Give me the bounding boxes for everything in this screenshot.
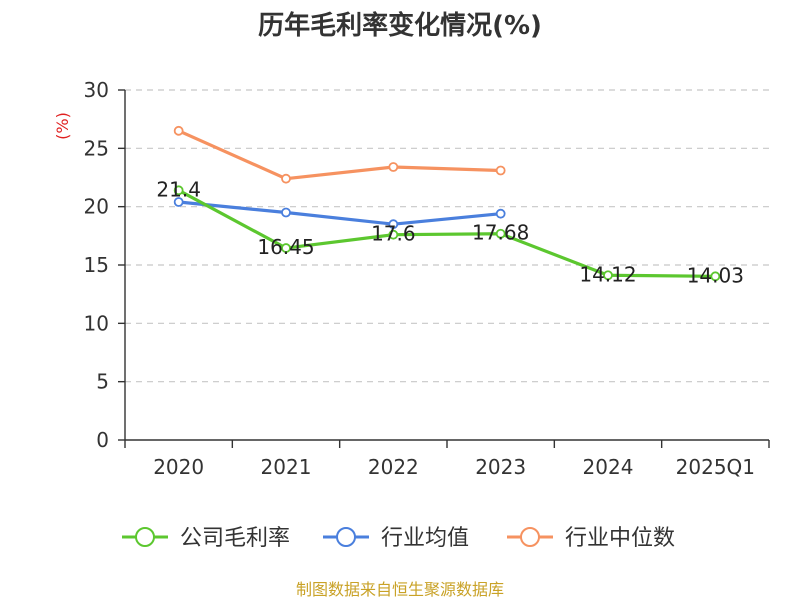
data-label: 17.68	[472, 221, 529, 245]
data-point	[173, 125, 184, 136]
data-point	[281, 243, 291, 253]
x-tick-label: 2023	[475, 455, 526, 479]
legend-marker-2	[336, 527, 356, 547]
data-point	[495, 165, 506, 176]
data-point	[281, 207, 291, 218]
data-label: 14.03	[687, 263, 744, 287]
y-tick-label: 0	[96, 428, 109, 452]
series-line-3	[177, 129, 503, 181]
data-point	[173, 185, 184, 196]
series-line-1	[177, 188, 717, 278]
data-label: 17.6	[371, 222, 416, 246]
x-tick-label: 2021	[261, 455, 312, 479]
data-labels: 21.4 16.45 17.6 17.68 14.12 14.03	[156, 177, 744, 287]
series-lines	[173, 125, 721, 282]
legend-label-2: 行业均值	[381, 526, 469, 551]
legend-label-3: 行业中位数	[565, 526, 675, 551]
x-tick-label: 2024	[583, 455, 634, 479]
y-tick-label: 20	[84, 195, 109, 219]
y-tick-label: 5	[96, 370, 109, 394]
x-tick-label: 2020	[153, 455, 204, 479]
data-point	[603, 270, 613, 281]
x-tick-label: 2025Q1	[676, 455, 755, 479]
data-point	[281, 173, 291, 184]
source-note: 制图数据来自恒生聚源数据库	[296, 580, 504, 599]
data-point	[388, 219, 399, 230]
y-tick-label: 25	[84, 136, 109, 160]
legend: 公司毛利率 行业均值 行业中位数	[122, 526, 675, 551]
y-axis-unit-label: (%)	[53, 112, 72, 140]
data-label: 14.12	[579, 262, 636, 286]
y-tick-label: 15	[84, 253, 109, 277]
legend-marker-3	[520, 527, 540, 547]
data-point	[173, 197, 184, 207]
data-point	[710, 271, 721, 282]
chart-title: 历年毛利率变化情况(%)	[258, 10, 542, 41]
data-point	[388, 162, 399, 172]
y-tick-label: 10	[84, 311, 109, 335]
gridlines	[125, 89, 769, 383]
x-tick-label: 2022	[368, 455, 419, 479]
axes: 0 5 10 15 20 25 30 2020 2021 2022 2023 2024 2025Q1	[84, 78, 770, 479]
legend-marker-1	[135, 527, 155, 547]
data-point	[388, 229, 399, 240]
legend-label-1: 公司毛利率	[180, 526, 290, 551]
data-label: 16.45	[257, 235, 314, 259]
data-point	[495, 228, 506, 239]
data-point	[495, 208, 506, 219]
y-tick-label: 30	[84, 78, 109, 102]
series-line-2	[177, 200, 503, 226]
data-label: 21.4	[156, 177, 201, 201]
